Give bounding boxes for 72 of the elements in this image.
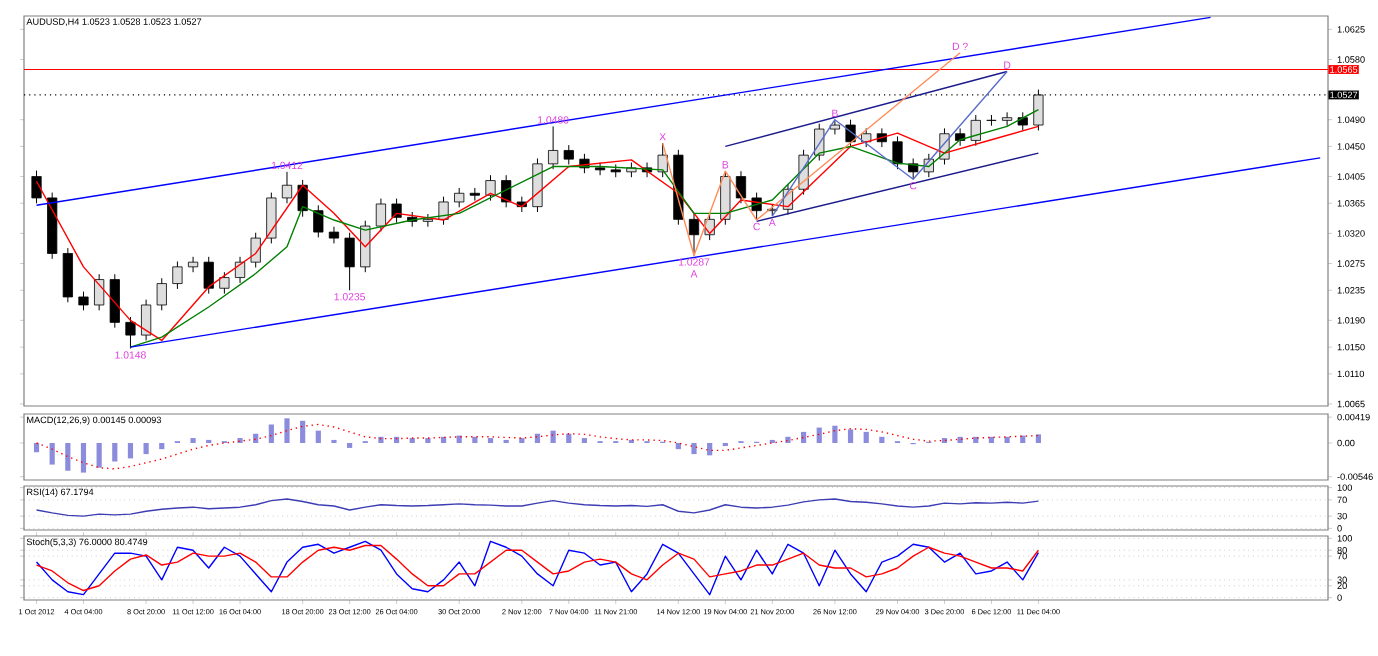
bar [300, 420, 306, 443]
bar [315, 430, 321, 443]
candlestick [313, 204, 324, 238]
bar [675, 442, 681, 450]
bar [49, 442, 55, 465]
candlestick [454, 187, 465, 208]
bar [863, 431, 869, 443]
bar [253, 433, 259, 443]
candlestick [657, 142, 668, 178]
bar [112, 442, 118, 462]
bar [472, 436, 478, 443]
bar [96, 442, 102, 468]
bar [785, 436, 791, 443]
candlestick [219, 271, 230, 295]
bar [847, 429, 854, 443]
candlestick [187, 256, 199, 273]
candlestick [125, 316, 136, 349]
line-series [771, 70, 1008, 217]
bar [393, 436, 400, 443]
candlestick [78, 291, 89, 311]
candlestick [892, 135, 903, 170]
bar [707, 442, 713, 456]
bar [800, 431, 807, 443]
bar [268, 424, 274, 443]
bar [832, 425, 838, 443]
candlestick [391, 198, 402, 224]
candlestick [328, 226, 340, 244]
candlestick [156, 277, 167, 311]
candlestick [266, 192, 277, 244]
bar [33, 442, 40, 453]
candlestick [375, 198, 387, 232]
candlestick [203, 256, 214, 295]
candlestick [735, 170, 747, 204]
candlestick [344, 232, 355, 291]
bar [378, 436, 384, 443]
candlestick [31, 170, 42, 204]
candlestick [485, 174, 496, 202]
bar [80, 442, 87, 473]
candlestick [970, 114, 981, 147]
candlestick [94, 273, 105, 311]
bar [347, 442, 353, 448]
line-series [662, 52, 961, 257]
bar [988, 436, 995, 443]
bar [534, 433, 541, 443]
bar [691, 442, 697, 455]
bar [566, 433, 572, 443]
bar [284, 418, 290, 443]
bar [1035, 434, 1042, 443]
candlestick [532, 157, 543, 213]
candlestick [250, 232, 261, 269]
candlestick [281, 171, 293, 204]
line-series [35, 498, 1040, 517]
bar [127, 442, 134, 459]
bar [65, 442, 71, 471]
bar [159, 442, 165, 450]
candlestick [1002, 111, 1013, 127]
candlestick [141, 299, 152, 341]
candlestick [720, 170, 731, 226]
candlestick [109, 273, 120, 329]
bar [1004, 436, 1010, 443]
bar [816, 427, 822, 443]
candlestick [986, 114, 997, 127]
candlestick [62, 247, 73, 303]
candlestick [688, 213, 700, 256]
candlestick [594, 162, 606, 176]
candlestick [172, 261, 183, 290]
candlestick [548, 125, 559, 170]
bar [550, 430, 556, 443]
bar [143, 442, 149, 455]
bar [879, 436, 885, 443]
candlestick [422, 213, 433, 228]
candlestick [563, 144, 574, 166]
